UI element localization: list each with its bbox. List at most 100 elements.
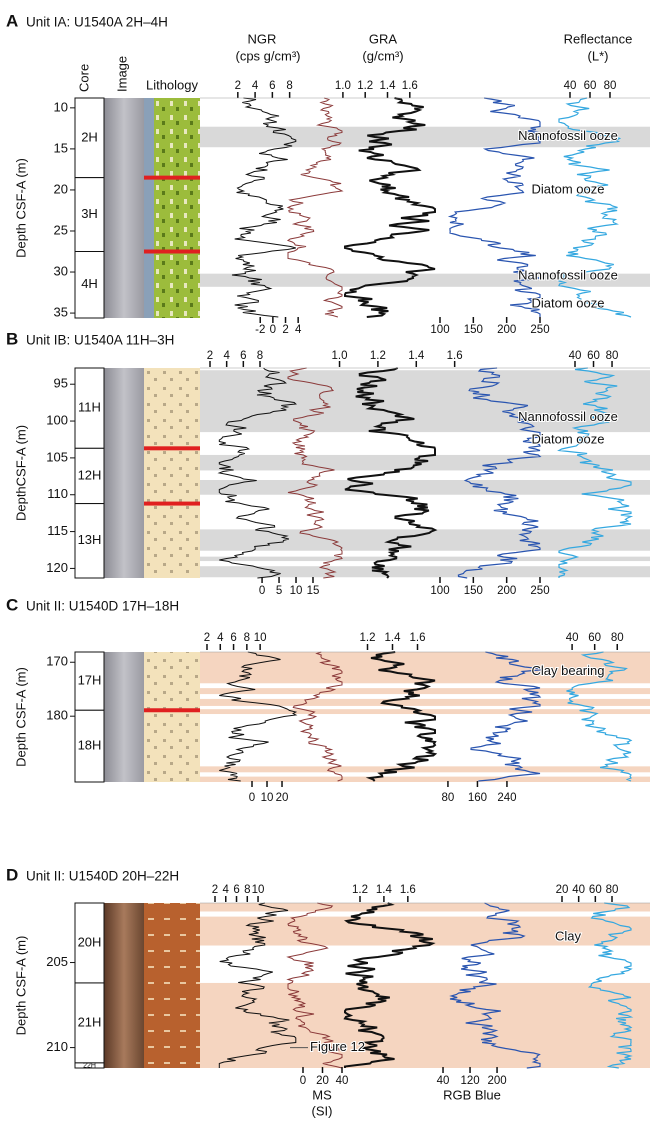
reflectance-curve bbox=[557, 367, 634, 578]
lithology-interval bbox=[200, 982, 650, 1068]
ms-curve bbox=[292, 651, 343, 782]
panel-letter: A bbox=[6, 11, 18, 30]
depth-label: Depth CSF-A (m) bbox=[13, 158, 28, 258]
ms-tick-label: 0 bbox=[259, 585, 265, 597]
depth-tick-label: 110 bbox=[47, 486, 68, 501]
core-image bbox=[104, 368, 144, 578]
core-label: 21H bbox=[78, 1014, 102, 1029]
rgb-tick-label: 200 bbox=[497, 585, 516, 597]
ngr-tick-label: 4 bbox=[252, 80, 259, 92]
rgb-tick-label: 160 bbox=[468, 792, 487, 804]
ms-tick-label: 0 bbox=[270, 324, 276, 336]
annotation: Figure 12 bbox=[310, 1039, 365, 1054]
core-image bbox=[104, 98, 144, 318]
depth-tick-label: 120 bbox=[46, 560, 68, 575]
gra-tick-label: 1.4 bbox=[408, 350, 425, 362]
gra-tick-label: 1.0 bbox=[335, 80, 351, 92]
rgb-tick-label: 250 bbox=[530, 585, 549, 597]
core-label: 12H bbox=[78, 467, 102, 482]
core-label: 13H bbox=[78, 532, 102, 547]
lithology-interval bbox=[200, 698, 650, 706]
panel-letter: D bbox=[6, 865, 18, 884]
core-label: 20H bbox=[78, 934, 102, 949]
ms-tick-label: -2 bbox=[255, 324, 265, 336]
ngr-tick-label: 4 bbox=[223, 884, 230, 896]
core-image bbox=[104, 652, 144, 782]
ngr-tick-label: 8 bbox=[244, 632, 250, 644]
gra-curve bbox=[365, 651, 438, 782]
panel-letter: C bbox=[6, 595, 18, 614]
annotation: Nannofossil ooze bbox=[518, 409, 618, 424]
gra-tick-label: 1.2 bbox=[352, 884, 368, 896]
panel-title: Unit IB: U1540A 11H–3H bbox=[26, 333, 174, 348]
core-box bbox=[74, 447, 105, 505]
ngr-curve bbox=[219, 651, 298, 782]
annotation: Diatom ooze bbox=[532, 295, 605, 310]
reflectance-curve bbox=[587, 902, 634, 1069]
rgb-tick-label: 240 bbox=[497, 792, 516, 804]
lithology-column bbox=[144, 98, 154, 318]
annotation: Clay bbox=[555, 928, 582, 943]
depth-tick-label: 10 bbox=[54, 99, 68, 114]
annotation: Nannofossil ooze bbox=[518, 128, 618, 143]
gra-curve bbox=[344, 97, 436, 318]
core-label: 2H bbox=[81, 129, 98, 144]
lithology-column bbox=[144, 903, 200, 1068]
panel-letter: B bbox=[6, 329, 18, 348]
gra-curve bbox=[343, 902, 436, 1068]
core-label: 22H bbox=[83, 1062, 96, 1069]
depth-tick-label: 30 bbox=[54, 263, 68, 278]
reflectance-header: Reflectance bbox=[564, 31, 633, 46]
reflectance-tick-label: 80 bbox=[611, 632, 624, 644]
ngr-curve bbox=[218, 902, 297, 1068]
lithology-column bbox=[144, 652, 200, 782]
depth-tick-label: 35 bbox=[54, 305, 68, 320]
reflectance-tick-label: 20 bbox=[556, 884, 569, 896]
annotation: Clay bearing bbox=[532, 663, 605, 678]
lithology-interval bbox=[200, 709, 650, 715]
reflectance-tick-label: 60 bbox=[589, 884, 602, 896]
lithology-column bbox=[144, 368, 200, 578]
ms-tick-label: 20 bbox=[276, 792, 289, 804]
rgb-curve bbox=[449, 902, 541, 1069]
reflectance-tick-label: 40 bbox=[564, 80, 577, 92]
rgb-tick-label: 200 bbox=[497, 324, 516, 336]
ms-curve bbox=[286, 97, 344, 318]
ngr-tick-label: 4 bbox=[223, 350, 230, 362]
ngr-tick-label: 6 bbox=[269, 80, 275, 92]
core-break bbox=[144, 175, 200, 180]
lithology-interval bbox=[200, 480, 650, 495]
reflectance-unit: (L*) bbox=[588, 48, 609, 63]
core-box bbox=[74, 367, 105, 449]
reflectance-tick-label: 80 bbox=[606, 350, 619, 362]
core-label: 17H bbox=[78, 673, 102, 688]
ngr-tick-label: 4 bbox=[217, 632, 224, 644]
ms-tick-label: 5 bbox=[276, 585, 282, 597]
core-label: 11H bbox=[78, 400, 101, 415]
ngr-tick-label: 2 bbox=[204, 632, 210, 644]
lithology-interval bbox=[200, 566, 650, 578]
ms-tick-label: 10 bbox=[290, 585, 303, 597]
ms-tick-label: 20 bbox=[316, 1075, 329, 1087]
annotation: Diatom ooze bbox=[532, 432, 605, 447]
depth-label: Depth CSF-A (m) bbox=[13, 667, 28, 767]
lithology-header: Lithology bbox=[146, 77, 199, 92]
core-box bbox=[74, 251, 105, 319]
lithology-interval bbox=[200, 273, 650, 287]
depth-label: DepthCSF-A (m) bbox=[13, 425, 28, 521]
lithology-interval bbox=[200, 652, 650, 684]
rgb-tick-label: 250 bbox=[530, 324, 549, 336]
rgb-tick-label: 120 bbox=[460, 1075, 479, 1087]
rgb-tick-label: 150 bbox=[464, 585, 483, 597]
gra-header: GRA bbox=[369, 31, 398, 46]
core-image bbox=[104, 903, 144, 1068]
gra-tick-label: 1.4 bbox=[376, 884, 393, 896]
depth-tick-label: 115 bbox=[47, 523, 68, 538]
core-label: 18H bbox=[78, 738, 102, 753]
ngr-tick-label: 6 bbox=[233, 884, 239, 896]
gra-tick-label: 1.2 bbox=[357, 80, 373, 92]
reflectance-tick-label: 80 bbox=[606, 884, 619, 896]
core-header: Core bbox=[76, 64, 91, 92]
gra-tick-label: 1.6 bbox=[447, 350, 463, 362]
